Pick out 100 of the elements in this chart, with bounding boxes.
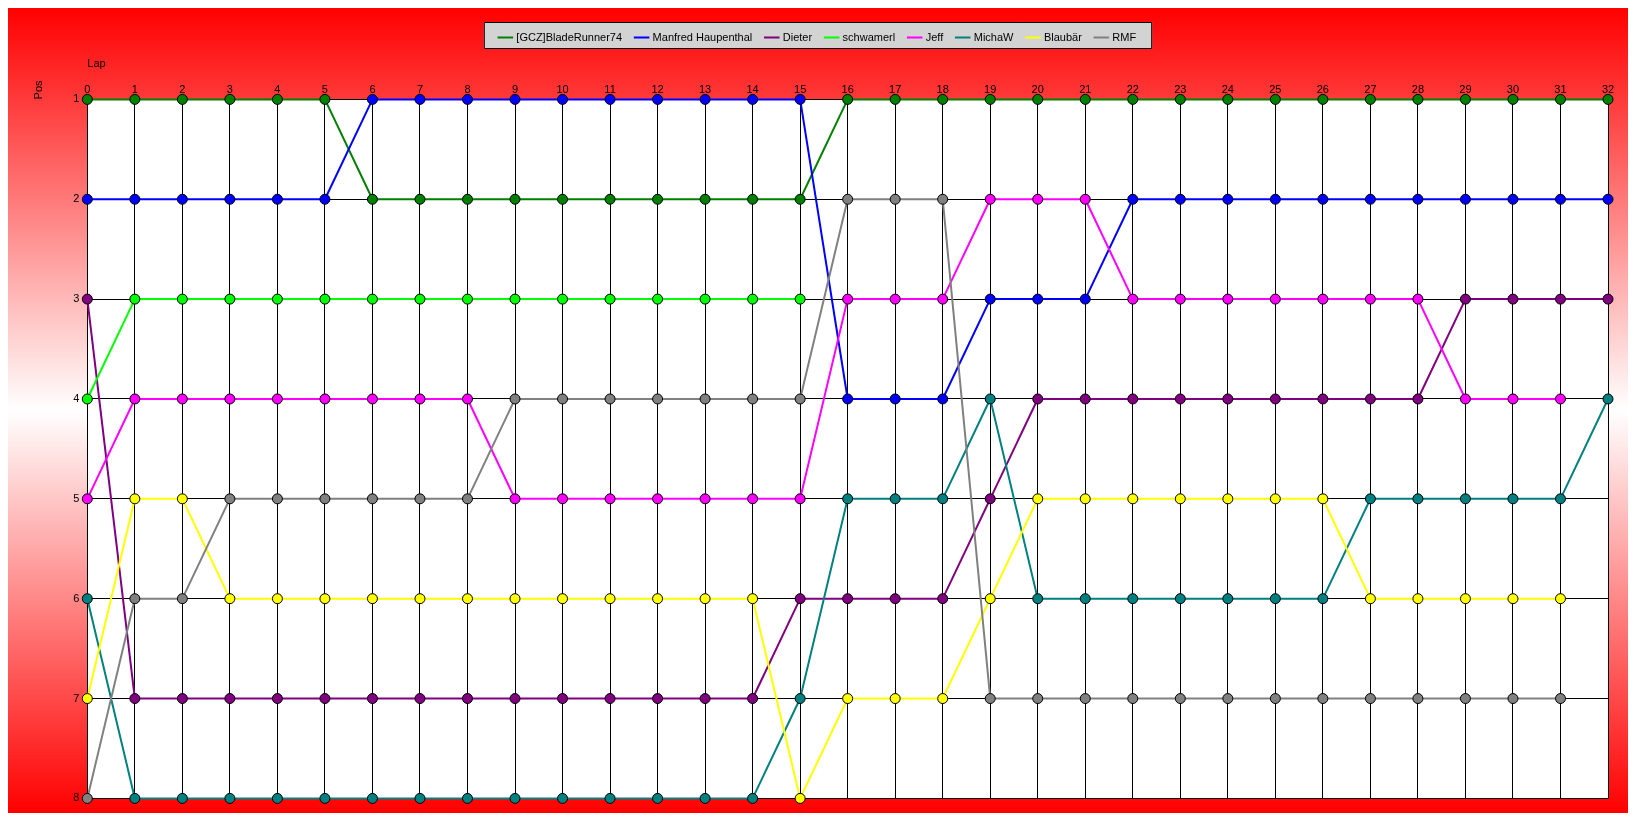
point bbox=[509, 193, 521, 205]
point bbox=[1602, 393, 1614, 405]
point bbox=[1602, 93, 1614, 105]
x-tick-label: 9 bbox=[511, 82, 519, 95]
point bbox=[604, 93, 616, 105]
point bbox=[842, 93, 854, 105]
point bbox=[271, 193, 283, 205]
point bbox=[652, 193, 664, 205]
point bbox=[1317, 93, 1329, 105]
point bbox=[224, 493, 236, 505]
point bbox=[557, 493, 569, 505]
point bbox=[794, 792, 806, 804]
point bbox=[1459, 493, 1471, 505]
point bbox=[414, 792, 426, 804]
legend-label: MichaW bbox=[973, 30, 1015, 43]
point bbox=[366, 593, 378, 605]
point bbox=[1127, 593, 1139, 605]
x-tick-label: 26 bbox=[1316, 82, 1329, 95]
x-tick-label: 15 bbox=[794, 82, 807, 95]
point bbox=[1269, 193, 1281, 205]
point bbox=[557, 293, 569, 305]
x-tick-label: 4 bbox=[274, 82, 281, 95]
point bbox=[699, 493, 711, 505]
point bbox=[1412, 93, 1424, 105]
point bbox=[224, 93, 236, 105]
point bbox=[1079, 293, 1091, 305]
point bbox=[271, 93, 283, 105]
point bbox=[747, 293, 759, 305]
point bbox=[1317, 193, 1329, 205]
x-tick-label: 6 bbox=[369, 82, 376, 95]
x-tick-label: 30 bbox=[1506, 82, 1520, 95]
point bbox=[1412, 693, 1424, 705]
point bbox=[461, 593, 473, 605]
point bbox=[129, 393, 141, 405]
point bbox=[414, 593, 426, 605]
point bbox=[81, 593, 93, 605]
point bbox=[1507, 393, 1519, 405]
point bbox=[652, 93, 664, 105]
legend-label: Dieter bbox=[782, 30, 813, 43]
point bbox=[319, 293, 331, 305]
point bbox=[1079, 693, 1091, 705]
point bbox=[984, 93, 996, 105]
point bbox=[1507, 293, 1519, 305]
point bbox=[1032, 193, 1044, 205]
point bbox=[1127, 693, 1139, 705]
x-tick-label: 28 bbox=[1411, 82, 1425, 95]
point bbox=[1554, 93, 1566, 105]
point bbox=[557, 393, 569, 405]
legend-label: Jeff bbox=[925, 30, 945, 43]
point bbox=[1507, 193, 1519, 205]
point bbox=[509, 593, 521, 605]
point bbox=[319, 193, 331, 205]
point bbox=[842, 493, 854, 505]
point bbox=[557, 593, 569, 605]
point bbox=[129, 693, 141, 705]
point bbox=[1174, 193, 1186, 205]
point bbox=[1222, 493, 1234, 505]
x-tick-label: 16 bbox=[841, 82, 854, 95]
point bbox=[1602, 193, 1614, 205]
point bbox=[1412, 393, 1424, 405]
point bbox=[271, 493, 283, 505]
point bbox=[652, 693, 664, 705]
point bbox=[747, 593, 759, 605]
y-tick-label: 8 bbox=[73, 791, 80, 804]
x-tick-label: 1 bbox=[131, 82, 138, 95]
point bbox=[1269, 593, 1281, 605]
point bbox=[889, 493, 901, 505]
point bbox=[271, 593, 283, 605]
point bbox=[176, 393, 188, 405]
point bbox=[889, 93, 901, 105]
point bbox=[1269, 393, 1281, 405]
point bbox=[604, 792, 616, 804]
point bbox=[937, 193, 949, 205]
point bbox=[461, 693, 473, 705]
point bbox=[984, 293, 996, 305]
legend-label: [GCZ]BladeRunner74 bbox=[516, 30, 623, 43]
point bbox=[1174, 393, 1186, 405]
point bbox=[794, 493, 806, 505]
point bbox=[699, 193, 711, 205]
point bbox=[1602, 293, 1614, 305]
x-tick-label: 22 bbox=[1126, 82, 1139, 95]
point bbox=[319, 493, 331, 505]
point bbox=[747, 693, 759, 705]
point bbox=[366, 693, 378, 705]
x-tick-label: 7 bbox=[416, 82, 424, 95]
point bbox=[81, 393, 93, 405]
point bbox=[1412, 293, 1424, 305]
point bbox=[271, 792, 283, 804]
x-tick-label: 21 bbox=[1079, 82, 1092, 95]
point bbox=[414, 293, 426, 305]
point bbox=[699, 393, 711, 405]
point bbox=[414, 193, 426, 205]
point bbox=[509, 93, 521, 105]
point bbox=[1364, 693, 1376, 705]
y-tick-label: 3 bbox=[73, 292, 80, 305]
point bbox=[1222, 193, 1234, 205]
point bbox=[1269, 693, 1281, 705]
point bbox=[699, 593, 711, 605]
point bbox=[1127, 493, 1139, 505]
point bbox=[461, 93, 473, 105]
